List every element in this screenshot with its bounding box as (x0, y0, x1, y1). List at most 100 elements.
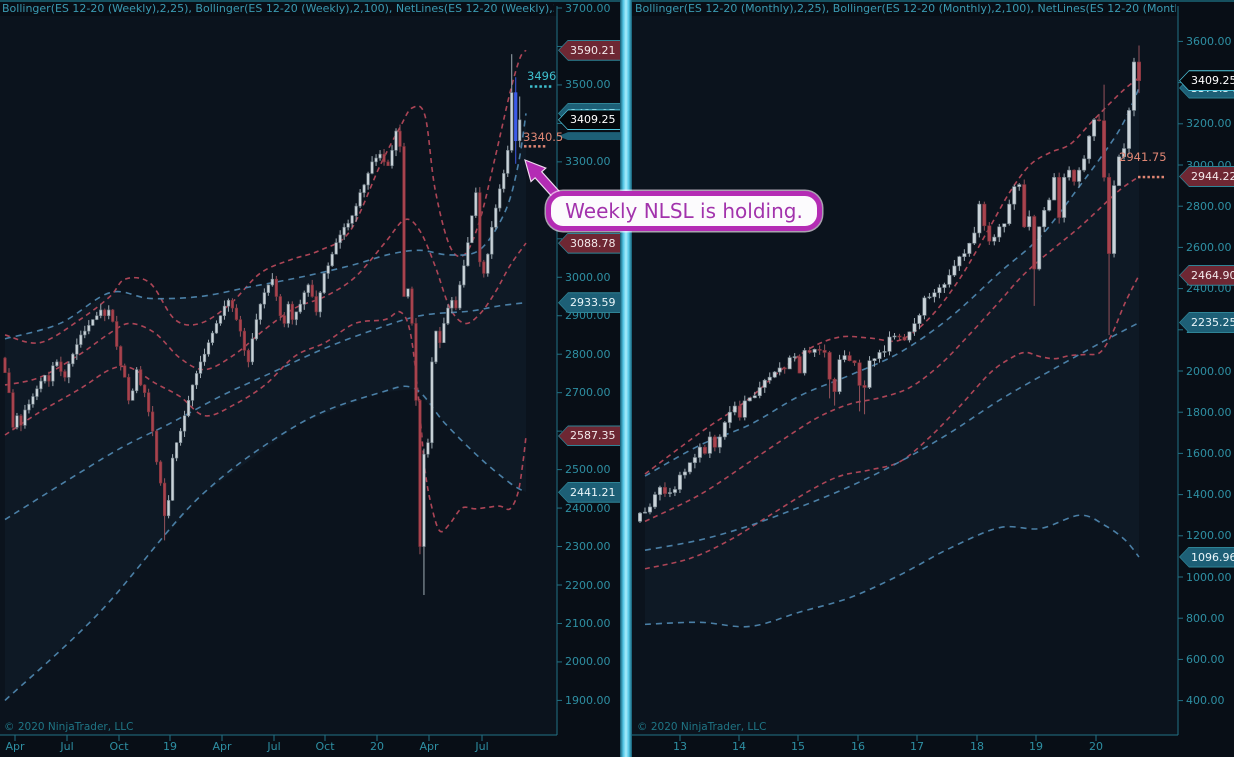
x-axis-label: 14 (732, 740, 746, 753)
bollinger-25-upper-line (4, 49, 527, 344)
x-axis-label: Oct (315, 740, 335, 753)
chart-title-weekly: Bollinger(ES 12-20 (Weekly),2,25), Bolli… (2, 2, 554, 15)
y-axis-label: 1400.00 (1186, 488, 1232, 502)
axis-tag-red: 2464.90 (1179, 264, 1234, 286)
axis-tag-value: 1096.96 (1180, 547, 1234, 567)
axis-tag-value: 2441.21 (559, 482, 621, 502)
y-axis-label: 3300.00 (565, 155, 611, 169)
axis-tag-value: 3590.21 (559, 40, 621, 60)
x-axis-label: 20 (370, 740, 384, 753)
panel-top-border (632, 0, 1234, 2)
candles (637, 45, 1142, 524)
bollinger-100-upper-line (644, 87, 1140, 477)
netline-label: 3340.5 (523, 130, 564, 144)
y-axis-label: 2400.00 (565, 501, 611, 515)
x-axis-label: Jul (475, 740, 489, 753)
y-axis-label: 1800.00 (1186, 405, 1232, 419)
x-axis-label: Jul (267, 740, 281, 753)
x-axis-label: 17 (910, 740, 924, 753)
bollinger-region-fill (645, 87, 1139, 627)
y-axis-label: 3600.00 (1186, 34, 1232, 48)
bollinger-25-lower-line (644, 274, 1140, 570)
axis-tag-teal: 2441.21 (558, 481, 622, 503)
netline-dots (530, 85, 552, 88)
netline-dots (1138, 175, 1164, 179)
y-axis-label: 2000.00 (565, 655, 611, 669)
copyright-label: © 2020 NinjaTrader, LLC (4, 721, 134, 733)
candles (3, 54, 522, 596)
y-axis-label: 2800.00 (1186, 199, 1232, 213)
chart-panel-monthly[interactable]: Bollinger(ES 12-20 (Monthly),2,25), Boll… (632, 0, 1234, 757)
axis-tag-red: 2944.22 (1179, 165, 1234, 187)
netline-label: 2941.75 (1119, 150, 1167, 164)
y-axis-label: 600.00 (1186, 652, 1225, 666)
x-axis-label: 15 (791, 740, 805, 753)
y-axis-label: 2000.00 (1186, 364, 1232, 378)
x-axis-label: Oct (109, 740, 129, 753)
annotation-callout[interactable]: Weekly NLSL is holding. (546, 191, 822, 231)
axis-tag-teal: 2933.59 (558, 292, 622, 314)
x-axis-label: Apr (419, 740, 439, 753)
axis-tag-value: 2933.59 (559, 293, 621, 313)
y-axis-label: 3700.00 (565, 1, 611, 15)
x-axis-label: 19 (163, 740, 177, 753)
y-axis-label: 2300.00 (565, 540, 611, 554)
axis-tag-red: 2587.35 (558, 425, 622, 447)
bollinger-100-lower-line (4, 385, 527, 701)
y-axis-label: 2200.00 (565, 578, 611, 592)
axis-tag-value: 2587.35 (559, 426, 621, 446)
y-axis-label: 2800.00 (565, 347, 611, 361)
axis-tag-value: 3088.78 (559, 233, 621, 253)
y-axis-label: 2500.00 (565, 463, 611, 477)
panel-divider[interactable] (620, 0, 632, 757)
bollinger-region-fill (5, 113, 526, 701)
netline-dots (524, 145, 546, 148)
y-axis-label: 800.00 (1186, 611, 1225, 625)
weekly-chart-plot[interactable] (0, 0, 620, 757)
axis-tag-value: 2944.22 (1180, 166, 1234, 186)
axis-tag-value: 2235.25 (1180, 313, 1234, 333)
y-axis-label: 3200.00 (1186, 117, 1232, 131)
axis-tag-value: 3409.25 (1180, 71, 1234, 91)
axis-tag-fragment (558, 132, 620, 141)
x-axis-label: Apr (5, 740, 25, 753)
y-axis-label: 2700.00 (565, 386, 611, 400)
axis-tag-red: 3590.21 (558, 39, 622, 61)
bollinger-100-mid-line (644, 321, 1140, 552)
axis-tag-value: 3409.25 (559, 110, 621, 130)
x-axis-label: 20 (1089, 740, 1103, 753)
y-axis-label: 3000.00 (565, 270, 611, 284)
x-axis-label: 19 (1029, 740, 1043, 753)
axis-tag-red: 3088.78 (558, 232, 622, 254)
y-axis-label: 1200.00 (1186, 529, 1232, 543)
axis-tag-teal: 2235.25 (1179, 312, 1234, 334)
netline-label: 3496 (527, 69, 557, 83)
annotation-text: Weekly NLSL is holding. (565, 199, 803, 223)
axis-tag-value: 2464.90 (1180, 265, 1234, 285)
x-axis-label: Apr (212, 740, 232, 753)
chart-title-monthly: Bollinger(ES 12-20 (Monthly),2,25), Boll… (635, 2, 1176, 15)
y-axis-label: 1600.00 (1186, 446, 1232, 460)
x-axis-label: 16 (851, 740, 865, 753)
x-axis-label: 18 (970, 740, 984, 753)
bollinger-25-mid-line (644, 175, 1140, 523)
y-axis-label: 2600.00 (1186, 240, 1232, 254)
axis-tag-teal: 1096.96 (1179, 546, 1234, 568)
monthly-chart-plot[interactable] (632, 0, 1234, 757)
y-axis-label: 400.00 (1186, 694, 1225, 708)
bollinger-25-lower-line (4, 310, 527, 533)
bollinger-100-lower-line (644, 514, 1140, 628)
bollinger-25-mid-line (4, 218, 527, 386)
copyright-label: © 2020 NinjaTrader, LLC (637, 721, 767, 733)
x-axis-label: 13 (673, 740, 687, 753)
y-axis-label: 1900.00 (565, 693, 611, 707)
y-axis-label: 3500.00 (565, 78, 611, 92)
y-axis-label: 2100.00 (565, 616, 611, 630)
axis-tag-last: 3409.25 (1179, 70, 1234, 92)
panel-top-border (0, 0, 620, 2)
bollinger-100-mid-line (4, 301, 527, 521)
chart-panel-weekly[interactable]: Bollinger(ES 12-20 (Weekly),2,25), Bolli… (0, 0, 622, 757)
x-axis-label: Jul (60, 740, 74, 753)
bollinger-25-upper-line (644, 77, 1140, 475)
